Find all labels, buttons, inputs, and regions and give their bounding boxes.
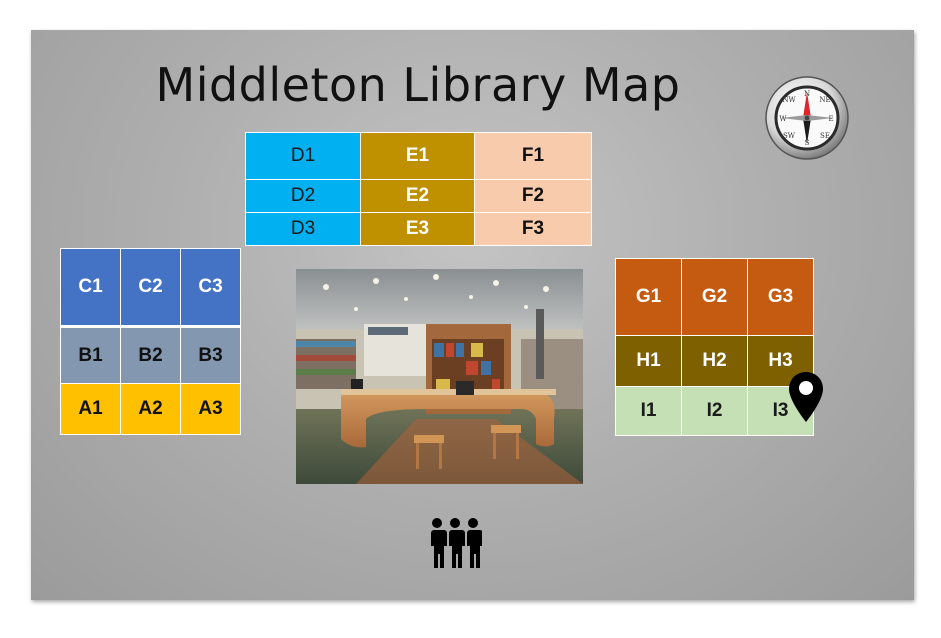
- grid-row: D2 E2 F2: [245, 179, 592, 213]
- compass-label-se: SE: [820, 132, 830, 140]
- compass-label-w: W: [779, 115, 787, 123]
- grid-row: B1 B2 B3: [60, 326, 241, 384]
- compass-label-s: S: [805, 139, 810, 147]
- section-grid-ghi: G1 G2 G3 H1 H2 H3 I1 I2 I3: [615, 258, 814, 436]
- cell-i1[interactable]: I1: [615, 386, 682, 436]
- grid-row: I1 I2 I3: [615, 386, 814, 436]
- compass-label-nw: NW: [782, 96, 796, 104]
- cell-g2[interactable]: G2: [681, 258, 748, 336]
- cell-f2[interactable]: F2: [474, 179, 592, 213]
- cell-i2[interactable]: I2: [681, 386, 748, 436]
- cell-e1[interactable]: E1: [360, 132, 475, 180]
- cell-f1[interactable]: F1: [474, 132, 592, 180]
- cell-a1[interactable]: A1: [60, 383, 121, 435]
- library-desk-photo: [296, 269, 583, 484]
- cell-e3[interactable]: E3: [360, 212, 475, 246]
- cell-a3[interactable]: A3: [180, 383, 241, 435]
- cell-d1[interactable]: D1: [245, 132, 361, 180]
- cell-b2[interactable]: B2: [120, 326, 181, 384]
- cell-i3[interactable]: I3: [747, 386, 814, 436]
- cell-c3[interactable]: C3: [180, 248, 241, 328]
- grid-row: C1 C2 C3: [60, 248, 241, 328]
- cell-f3[interactable]: F3: [474, 212, 592, 246]
- cell-a2[interactable]: A2: [120, 383, 181, 435]
- cell-d2[interactable]: D2: [245, 179, 361, 213]
- cell-d3[interactable]: D3: [245, 212, 361, 246]
- cell-c2[interactable]: C2: [120, 248, 181, 328]
- page-title: Middleton Library Map: [155, 58, 681, 112]
- grid-row: D1 E1 F1: [245, 132, 592, 180]
- compass-label-ne: NE: [819, 96, 830, 104]
- cell-g1[interactable]: G1: [615, 258, 682, 336]
- grid-row: A1 A2 A3: [60, 383, 241, 435]
- cell-b3[interactable]: B3: [180, 326, 241, 384]
- people-group-icon: [428, 517, 483, 569]
- grid-row: G1 G2 G3: [615, 258, 814, 336]
- cell-h2[interactable]: H2: [681, 335, 748, 387]
- cell-g3[interactable]: G3: [747, 258, 814, 336]
- cell-e2[interactable]: E2: [360, 179, 475, 213]
- grid-row: H1 H2 H3: [615, 335, 814, 387]
- cell-b1[interactable]: B1: [60, 326, 121, 384]
- compass-label-sw: SW: [783, 132, 796, 140]
- grid-row: D3 E3 F3: [245, 212, 592, 246]
- cell-h1[interactable]: H1: [615, 335, 682, 387]
- section-grid-abc: C1 C2 C3 B1 B2 B3 A1 A2 A3: [60, 248, 241, 435]
- compass-icon: N NE E SE S SW W NW: [759, 76, 855, 160]
- compass-label-e: E: [828, 115, 833, 123]
- location-pin-icon[interactable]: [787, 370, 825, 424]
- compass-label-n: N: [804, 90, 810, 98]
- section-grid-def: D1 E1 F1 D2 E2 F2 D3 E3 F3: [245, 132, 592, 246]
- cell-c1[interactable]: C1: [60, 248, 121, 328]
